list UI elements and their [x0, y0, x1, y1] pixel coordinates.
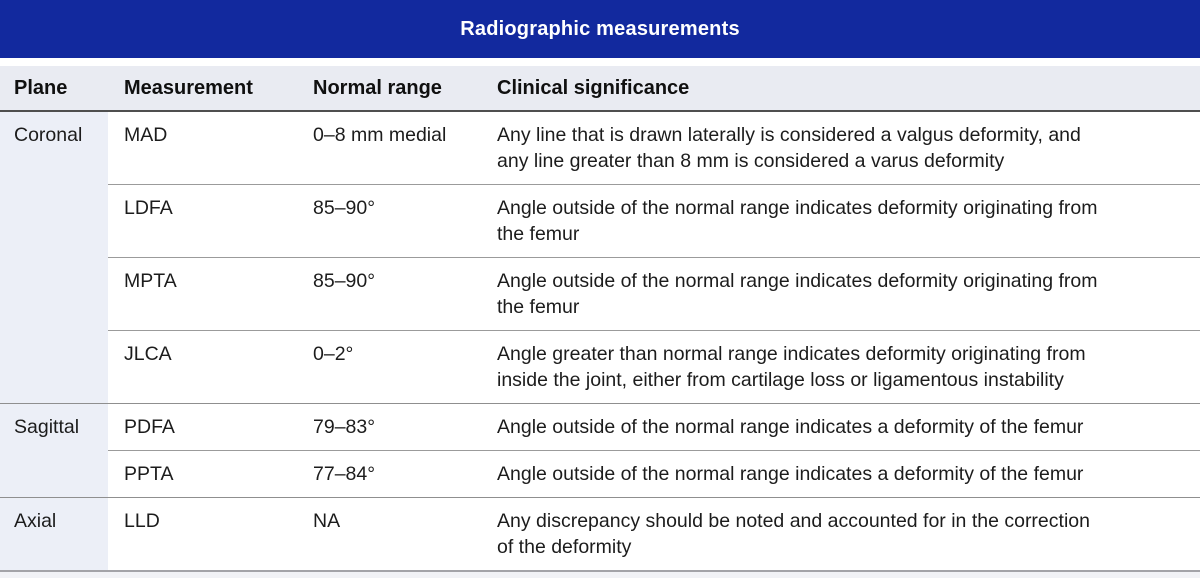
measurements-table: Plane Measurement Normal range Clinical sig… — [0, 66, 1200, 570]
plane-cell: Coronal — [0, 111, 108, 404]
column-header-measurement: Measurement — [108, 66, 297, 112]
measurement-cell: LDFA — [108, 184, 297, 258]
normal-range-cell: 85–90° — [297, 184, 481, 258]
clinical-significance-cell: Any line that is drawn laterally is cons… — [481, 111, 1200, 185]
normal-range-cell: NA — [297, 497, 481, 570]
normal-range-cell: 0–2° — [297, 330, 481, 404]
normal-range-cell: 85–90° — [297, 257, 481, 331]
table-row: PPTA 77–84° Angle outside of the normal ra… — [0, 450, 1200, 498]
table-title-bar: Radiographic measurements — [0, 0, 1200, 58]
clinical-significance-cell: Any discrepancy should be noted and acco… — [481, 497, 1200, 570]
plane-cell: Axial — [0, 497, 108, 570]
normal-range-cell: 79–83° — [297, 403, 481, 451]
table-bottom-rule — [0, 570, 1200, 578]
column-header-clinical-significance: Clinical significance — [481, 66, 1200, 112]
column-header-normal-range: Normal range — [297, 66, 481, 112]
column-header-plane: Plane — [0, 66, 108, 112]
normal-range-cell: 0–8 mm medial — [297, 111, 481, 185]
measurement-cell: PDFA — [108, 403, 297, 451]
measurement-cell: MPTA — [108, 257, 297, 331]
table-row: Axial LLD NA Any discrepancy should be note… — [0, 497, 1200, 570]
clinical-significance-cell: Angle outside of the normal range indica… — [481, 450, 1200, 498]
table-row: Coronal MAD 0–8 mm medial Any line that is … — [0, 111, 1200, 404]
measurement-cell: LLD — [108, 497, 297, 570]
clinical-significance-cell: Angle outside of the normal range indica… — [481, 184, 1200, 258]
table-title: Radiographic measurements — [460, 17, 740, 40]
column-header-row: Plane Measurement Normal range Clinical sig… — [0, 66, 1200, 112]
table-row: MPTA 85–90° Angle outside of the normal ra… — [0, 257, 1200, 331]
table-row: LDFA 85–90° Angle outside of the normal ra… — [0, 184, 1200, 258]
measurement-cell: JLCA — [108, 330, 297, 404]
table-row: Sagittal PDFA 79–83° Angle outside of the n… — [0, 403, 1200, 498]
normal-range-cell: 77–84° — [297, 450, 481, 498]
measurement-cell: PPTA — [108, 450, 297, 498]
measurement-cell: MAD — [108, 111, 297, 185]
clinical-significance-cell: Angle greater than normal range indicate… — [481, 330, 1200, 404]
table-row: JLCA 0–2° Angle greater than normal range … — [0, 330, 1200, 404]
clinical-significance-cell: Angle outside of the normal range indica… — [481, 403, 1200, 451]
clinical-significance-cell: Angle outside of the normal range indica… — [481, 257, 1200, 331]
plane-cell: Sagittal — [0, 403, 108, 498]
